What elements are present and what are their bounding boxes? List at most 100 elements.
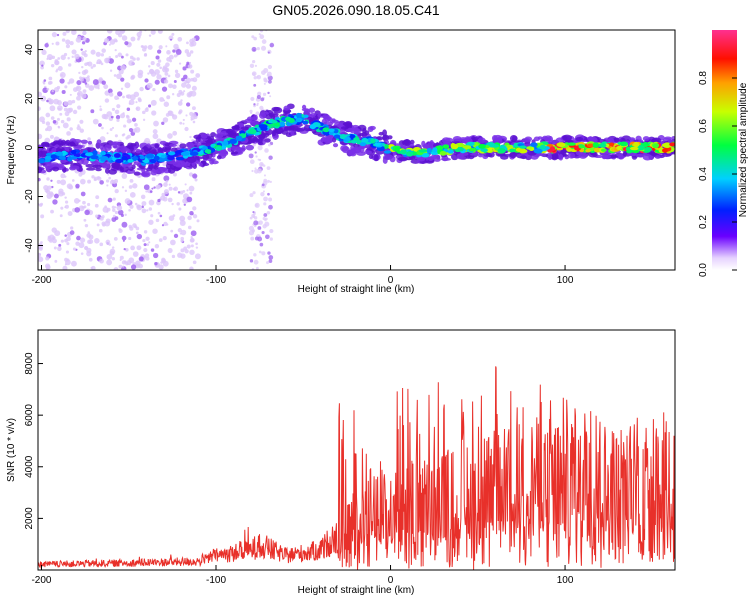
spectrogram-noise-point [125, 53, 129, 57]
spectrogram-noise-point [51, 227, 57, 233]
spectrogram-noise-point [168, 83, 173, 89]
spectrogram-noise-point [129, 204, 134, 209]
spectrogram-noise-point [141, 208, 147, 214]
spectrogram-noise-point [164, 71, 169, 76]
spectrogram-noise-point [196, 219, 200, 223]
spectrogram-core-point [578, 144, 584, 149]
spectrogram-noise-point [181, 77, 185, 82]
spectrogram-noise-point [268, 197, 273, 202]
spectrogram-noise-point [83, 53, 88, 58]
spectrogram-noise-point [65, 200, 69, 204]
snr-ylabel: SNR (10 * v/v) [6, 418, 17, 482]
spectrogram-noise-point [167, 197, 173, 203]
spectrogram-noise-point [128, 42, 131, 45]
spectrogram-noise-point [163, 182, 168, 187]
spectrogram-noise-point [118, 264, 123, 269]
spectrogram-noise-point [105, 239, 111, 245]
spectrogram-noise-point [65, 259, 71, 266]
spectrogram-noise-point [120, 87, 124, 90]
spectrogram-band-point [96, 139, 102, 146]
spectrogram-noise-point [48, 76, 53, 81]
spectrogram-noise-point [47, 185, 52, 190]
spectrogram-band-point [104, 144, 112, 151]
spectrogram-noise-point [186, 61, 190, 65]
spectrogram-band-point [661, 153, 672, 157]
spectrogram-band-point [38, 167, 45, 171]
spectrogram-core-point [333, 128, 339, 134]
spectrogram-noise-point [135, 231, 139, 235]
spectrogram-noise-point [79, 77, 84, 82]
spectrogram-noise-point [144, 78, 149, 83]
spectrogram-noise-point [109, 92, 114, 97]
spectrogram-noise-point [190, 230, 197, 237]
spectrogram-band-point [270, 114, 276, 120]
spectrogram-noise-point [167, 133, 173, 139]
spectrogram-noise-point [249, 193, 254, 198]
spectrogram-noise-point [150, 61, 155, 66]
spectrogram-noise-point [159, 66, 163, 70]
spectrogram-noise-point [187, 215, 192, 221]
spectrogram-noise-point [137, 97, 142, 101]
spectrogram-noise-point [259, 30, 264, 33]
spectrogram-noise-point [122, 95, 125, 99]
spectrogram-noise-point [183, 203, 186, 206]
spectrogram-core-point [598, 143, 607, 148]
spectrogram-noise-point [110, 115, 114, 119]
spectrogram-noise-point [175, 49, 182, 55]
spectrogram-noise-point [51, 32, 58, 38]
spectrogram-noise-point [260, 97, 265, 102]
spectrogram-noise-point [142, 239, 146, 243]
spectrogram-noise-point [71, 49, 77, 55]
spectrogram-noise-point [148, 207, 153, 211]
spectrogram-band-point [143, 148, 151, 155]
spectrogram-core-point [439, 150, 447, 156]
spectrogram-noise-point [105, 179, 110, 183]
spectrogram-noise-point [189, 249, 195, 256]
spectrogram-noise-point [254, 151, 257, 154]
spectrogram-noise-point [185, 77, 191, 84]
spectrogram-noise-point [53, 193, 59, 199]
spectrogram-noise-point [148, 241, 151, 244]
spectrogram-noise-point [153, 186, 156, 189]
spectrogram-noise-point [52, 120, 57, 124]
spectrogram-noise-point [249, 259, 254, 263]
spectrogram-band-point [664, 136, 672, 140]
spectrogram-noise-point [41, 49, 47, 56]
spectrogram-noise-point [108, 56, 112, 59]
spectrogram-core-point [442, 144, 450, 149]
spectrogram-noise-point [255, 111, 260, 116]
spectrogram-noise-point [68, 78, 75, 84]
spectrogram-noise-point [74, 53, 80, 60]
spectrogram-core-point [644, 147, 652, 152]
spectrogram-noise-point [94, 238, 100, 244]
spectrogram-noise-point [52, 236, 56, 240]
spectrogram-noise-point [65, 39, 71, 45]
spectrogram-noise-point [194, 178, 198, 182]
spectrogram-noise-point [128, 208, 131, 212]
spectrogram-band-point [533, 136, 540, 142]
spectrogram-noise-point [159, 97, 165, 102]
spectrogram-noise-point [136, 233, 143, 240]
spectrogram-band-point [382, 134, 388, 141]
spectrogram-band-point [623, 151, 628, 156]
spectrogram-band-point [364, 150, 372, 155]
spectrogram-core-point [463, 145, 472, 150]
spectrogram-noise-point [82, 89, 87, 94]
spectrogram-noise-point [45, 128, 49, 132]
spectrogram-band-point [340, 126, 349, 130]
spectrogram-noise-point [150, 214, 154, 218]
spectrogram-noise-point [111, 257, 115, 261]
spectrogram-noise-point [114, 188, 119, 194]
spectrogram-band-point [441, 137, 451, 144]
spectrogram-ytick-label: 40 [24, 44, 35, 56]
spectrogram-noise-point [82, 30, 87, 36]
spectrogram-noise-point [65, 30, 70, 34]
spectrogram-noise-point [87, 61, 93, 67]
spectrogram-noise-point [268, 143, 271, 147]
spectrogram-core-point [353, 137, 360, 141]
spectrogram-noise-point [46, 54, 53, 61]
spectrogram-core-point [157, 157, 167, 162]
spectrogram-noise-point [137, 37, 140, 41]
spectrogram-noise-point [121, 221, 128, 228]
spectrogram-band-point [216, 155, 222, 160]
